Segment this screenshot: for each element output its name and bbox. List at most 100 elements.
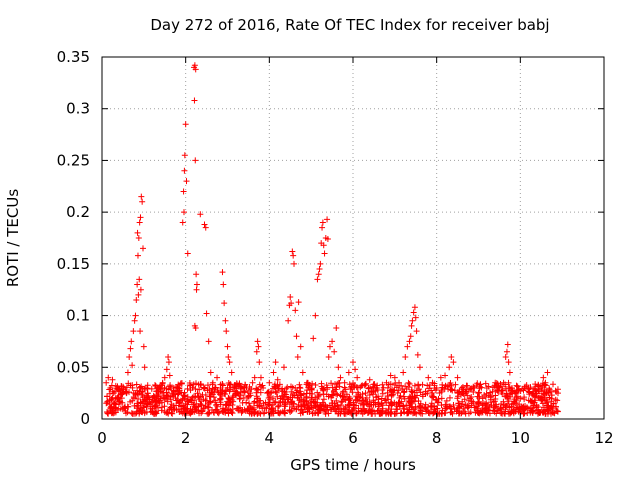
data-point	[266, 402, 273, 409]
data-point	[149, 403, 156, 410]
data-point	[155, 387, 162, 394]
data-point	[229, 410, 236, 417]
data-point	[348, 410, 355, 417]
data-point	[170, 402, 177, 409]
data-point	[225, 353, 232, 360]
data-point	[481, 405, 488, 412]
data-point	[249, 379, 256, 386]
data-point	[109, 409, 116, 416]
data-point	[516, 407, 523, 414]
data-point	[544, 369, 551, 376]
data-point	[187, 387, 194, 394]
data-point	[426, 385, 433, 392]
data-point	[117, 398, 124, 405]
data-point	[272, 359, 279, 366]
data-point	[328, 380, 335, 387]
data-point	[333, 324, 340, 331]
data-point	[296, 381, 303, 388]
data-point	[339, 398, 346, 405]
data-point	[506, 369, 513, 376]
y-tick-label: 0.35	[57, 48, 90, 66]
data-point	[135, 403, 142, 410]
data-point	[152, 383, 159, 390]
data-point	[206, 399, 213, 406]
data-point	[122, 403, 129, 410]
data-point	[450, 402, 457, 409]
data-point	[254, 338, 261, 345]
data-point	[261, 404, 268, 411]
data-point	[319, 219, 326, 226]
data-point	[221, 390, 228, 397]
data-point	[400, 369, 407, 376]
data-point	[254, 402, 261, 409]
data-point	[255, 343, 262, 350]
data-point	[166, 372, 173, 379]
data-point	[452, 381, 459, 388]
data-point	[270, 395, 277, 402]
data-point	[319, 224, 326, 231]
data-point	[290, 401, 297, 408]
data-point	[315, 271, 322, 278]
data-point	[184, 385, 191, 392]
data-point	[345, 369, 352, 376]
data-point	[131, 402, 138, 409]
data-point	[134, 252, 141, 259]
data-point	[412, 405, 419, 412]
data-point	[163, 366, 170, 373]
data-point	[161, 374, 168, 381]
data-point	[162, 395, 169, 402]
y-axis-label: ROTI / TECUs	[4, 189, 22, 287]
data-point	[236, 395, 243, 402]
data-point	[226, 359, 233, 366]
data-point	[362, 390, 369, 397]
data-point	[412, 314, 419, 321]
data-point	[316, 266, 323, 273]
data-point	[221, 300, 228, 307]
data-point	[123, 384, 130, 391]
data-point	[155, 404, 162, 411]
data-point	[128, 338, 135, 345]
data-point	[212, 397, 219, 404]
data-point	[226, 388, 233, 395]
data-point	[130, 410, 137, 417]
data-point	[328, 394, 335, 401]
data-point	[554, 397, 561, 404]
data-point	[205, 338, 212, 345]
data-point	[312, 381, 319, 388]
data-point	[219, 381, 226, 388]
data-point	[137, 328, 144, 335]
data-point	[119, 391, 126, 398]
data-point	[167, 393, 174, 400]
data-point	[542, 379, 549, 386]
data-point	[495, 383, 502, 390]
data-point	[446, 364, 453, 371]
data-point	[273, 389, 280, 396]
data-point	[491, 404, 498, 411]
data-point	[174, 397, 181, 404]
data-point	[255, 386, 262, 393]
data-point	[385, 396, 392, 403]
data-point	[408, 322, 415, 329]
data-point	[272, 398, 279, 405]
data-point	[453, 408, 460, 415]
data-point	[446, 394, 453, 401]
data-point	[228, 369, 235, 376]
data-point	[522, 383, 529, 390]
data-point	[153, 397, 160, 404]
data-point	[458, 384, 465, 391]
data-point	[450, 359, 457, 366]
data-point	[422, 388, 429, 395]
data-point	[204, 382, 211, 389]
data-point	[409, 317, 416, 324]
data-point	[375, 393, 382, 400]
data-point	[293, 333, 300, 340]
data-point	[202, 403, 209, 410]
x-tick-label: 6	[348, 429, 358, 447]
data-point	[193, 286, 200, 293]
data-point	[241, 384, 248, 391]
data-point	[282, 403, 289, 410]
data-point	[276, 410, 283, 417]
data-point	[202, 224, 209, 231]
data-point	[464, 382, 471, 389]
data-point	[329, 399, 336, 406]
